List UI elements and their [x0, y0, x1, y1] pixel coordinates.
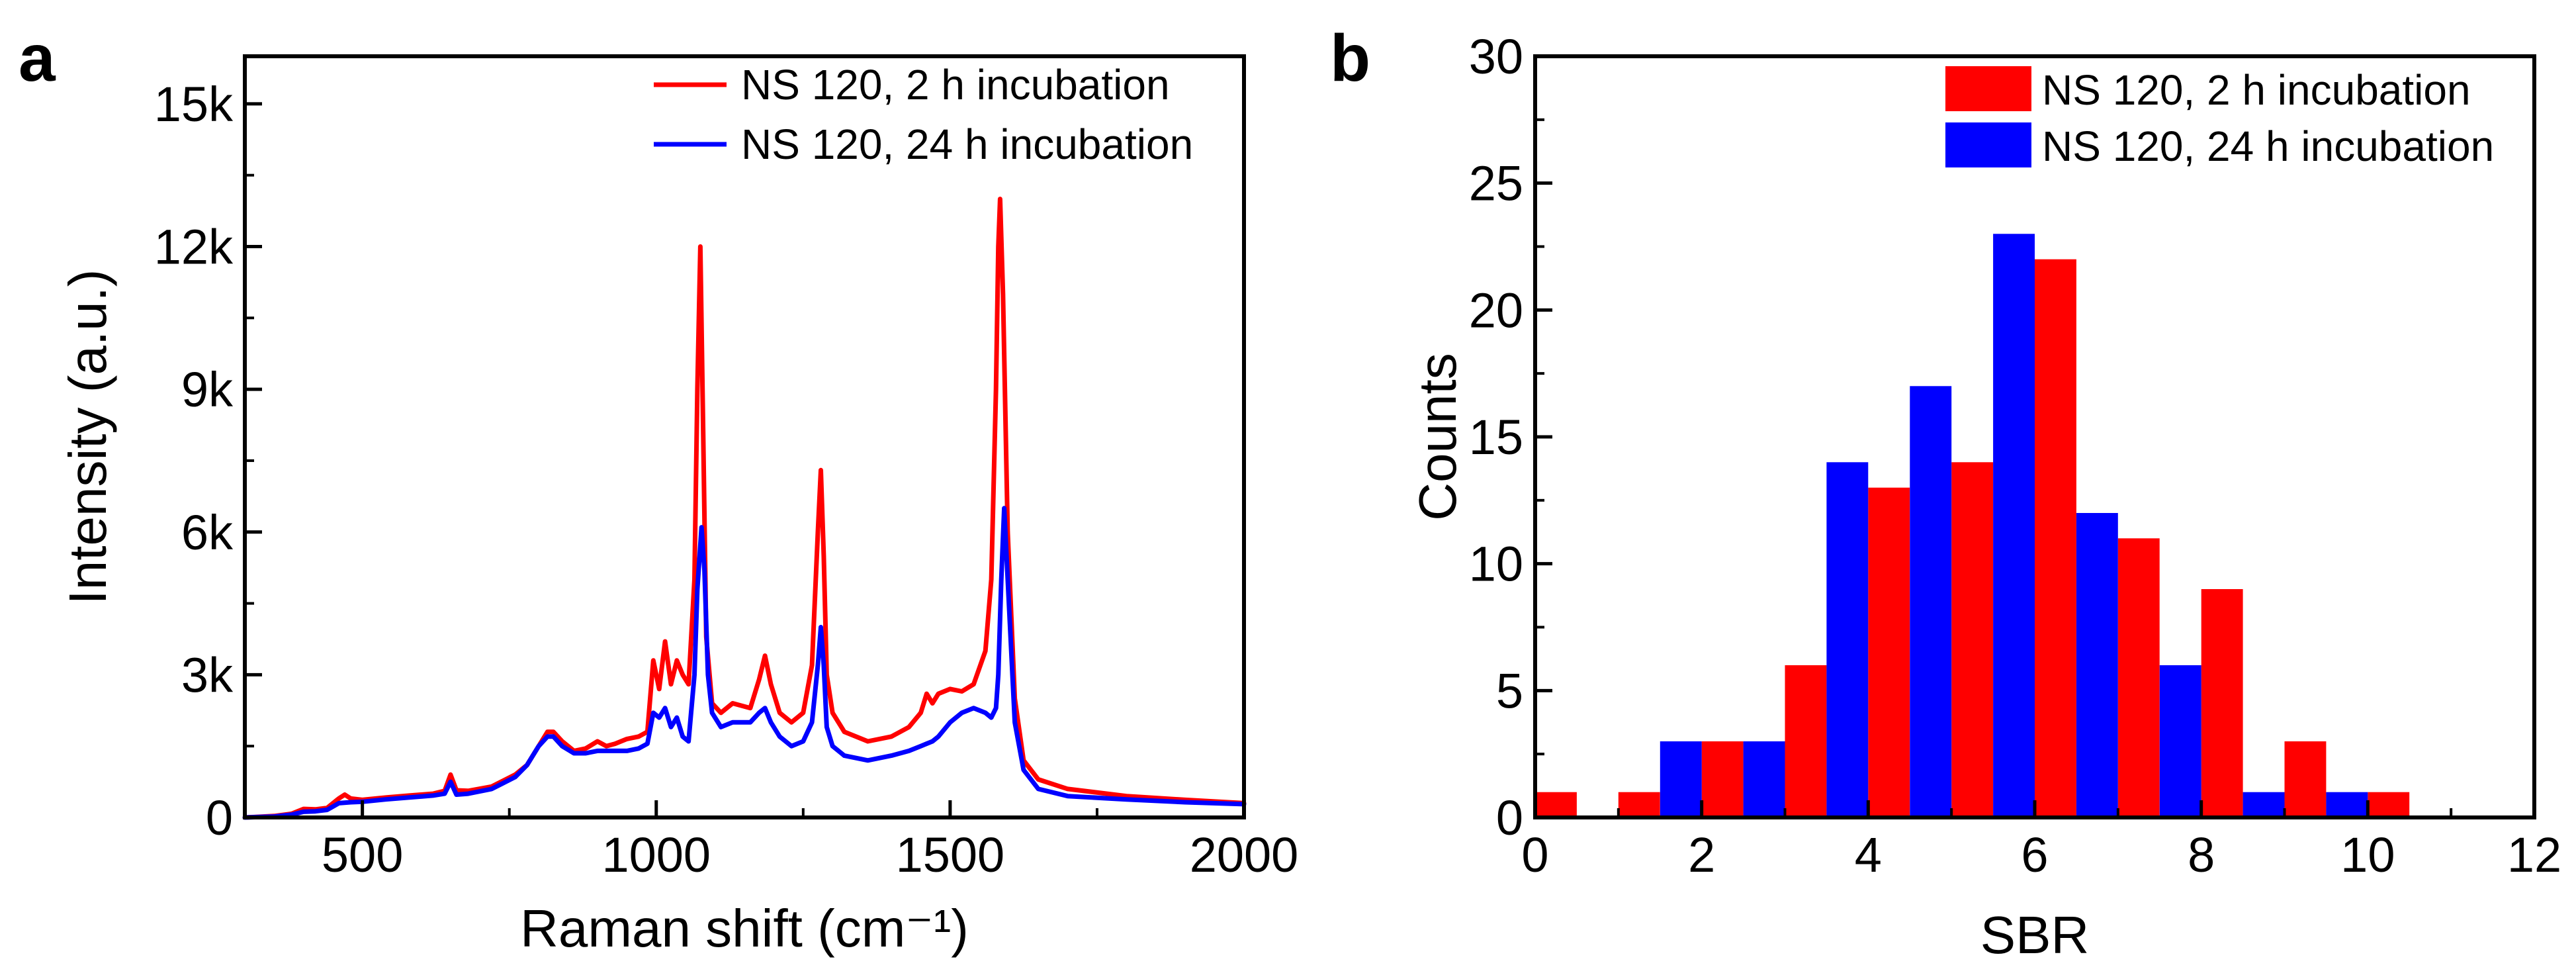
legend: NS 120, 2 h incubation NS 120, 24 h incu… [654, 61, 1193, 168]
bar-2h [1785, 665, 1827, 817]
y-axis-ticks: 0 5 10 15 20 25 30 [1469, 29, 1552, 845]
y-tick-label: 0 [206, 790, 233, 845]
x-tick-label: 2000 [1190, 827, 1299, 882]
bar-2h [2035, 259, 2076, 817]
legend: NS 120, 2 h incubation NS 120, 24 h incu… [1945, 66, 2494, 170]
bar-24h [1993, 234, 2035, 817]
y-tick-label: 9k [181, 362, 234, 417]
x-tick-label: 500 [322, 827, 403, 882]
bar-2h [2117, 538, 2160, 817]
bar-24h [2076, 513, 2118, 817]
bar-24h [2326, 792, 2368, 817]
y-axis-label: Intensity (a.u.) [58, 269, 117, 605]
plot-a-frame [243, 54, 1246, 819]
series-line-24h [242, 506, 1247, 820]
y-tick-label: 12k [154, 220, 234, 275]
y-tick-label: 25 [1469, 156, 1523, 211]
bar-2h [2201, 589, 2243, 817]
bar-2h [1535, 792, 1577, 817]
legend-swatch-24h [1945, 122, 2031, 167]
x-axis-ticks: 500 1000 1500 2000 [322, 800, 1298, 882]
y-tick-label: 0 [1496, 790, 1523, 845]
x-tick-label: 1500 [896, 827, 1005, 882]
y-tick-label: 3k [181, 647, 234, 702]
y-tick-label: 6k [181, 505, 234, 560]
x-tick-label: 12 [2507, 827, 2561, 882]
y-tick-label: 10 [1469, 537, 1523, 592]
spectra-lines [242, 197, 1247, 820]
bar-2h [2368, 792, 2410, 817]
x-axis-ticks: 0 2 4 6 8 10 12 [1521, 800, 2561, 882]
y-tick-label: 30 [1469, 29, 1523, 84]
bar-2h [1951, 462, 1994, 817]
y-tick-label: 20 [1469, 283, 1523, 338]
y-tick-label: 15k [154, 77, 234, 132]
legend-label-24h: NS 120, 24 h incubation [2042, 122, 2494, 170]
bar-2h [1701, 741, 1744, 817]
x-tick-label: 6 [2021, 827, 2048, 882]
legend-label-24h: NS 120, 24 h incubation [741, 120, 1193, 168]
bar-24h [1910, 386, 1952, 817]
bar-24h [2243, 792, 2285, 817]
x-axis-label: SBR [1980, 905, 2090, 964]
legend-label-2h: NS 120, 2 h incubation [2042, 66, 2471, 114]
x-tick-label: 8 [2188, 827, 2215, 882]
x-tick-label: 10 [2340, 827, 2395, 882]
y-axis-label: Counts [1408, 353, 1467, 520]
y-tick-label: 5 [1496, 663, 1523, 718]
panel-b-label: b [1330, 21, 1370, 95]
bar-2h [2284, 741, 2327, 817]
series-line-2h [242, 197, 1247, 820]
x-tick-label: 2 [1688, 827, 1715, 882]
y-axis-ticks: 0 3k 6k 9k 12k 15k [154, 77, 262, 845]
panel-a-raman-spectra: a 500 1000 1500 2000 0 3k 6k 9k 12k 15k Raman sh… [19, 21, 1298, 958]
x-tick-label: 4 [1855, 827, 1882, 882]
bar-24h [1826, 462, 1869, 817]
legend-label-2h: NS 120, 2 h incubation [741, 61, 1170, 109]
x-tick-label: 0 [1521, 827, 1548, 882]
bar-2h [1868, 487, 1910, 817]
histogram-bars [1535, 234, 2410, 817]
x-tick-label: 1000 [601, 827, 711, 882]
legend-swatch-2h [1945, 66, 2031, 111]
bar-2h [1618, 792, 1660, 817]
panel-a-label: a [19, 21, 56, 95]
bar-24h [2159, 665, 2201, 817]
x-axis-label: Raman shift (cm⁻¹) [520, 899, 969, 958]
bar-24h [1660, 741, 1702, 817]
panel-b-sbr-histogram: b 0 2 4 6 8 10 12 0 5 10 15 20 25 30 SBR Counts NS 1… [1330, 21, 2561, 964]
y-tick-label: 15 [1469, 410, 1523, 465]
bar-24h [1743, 741, 1785, 817]
